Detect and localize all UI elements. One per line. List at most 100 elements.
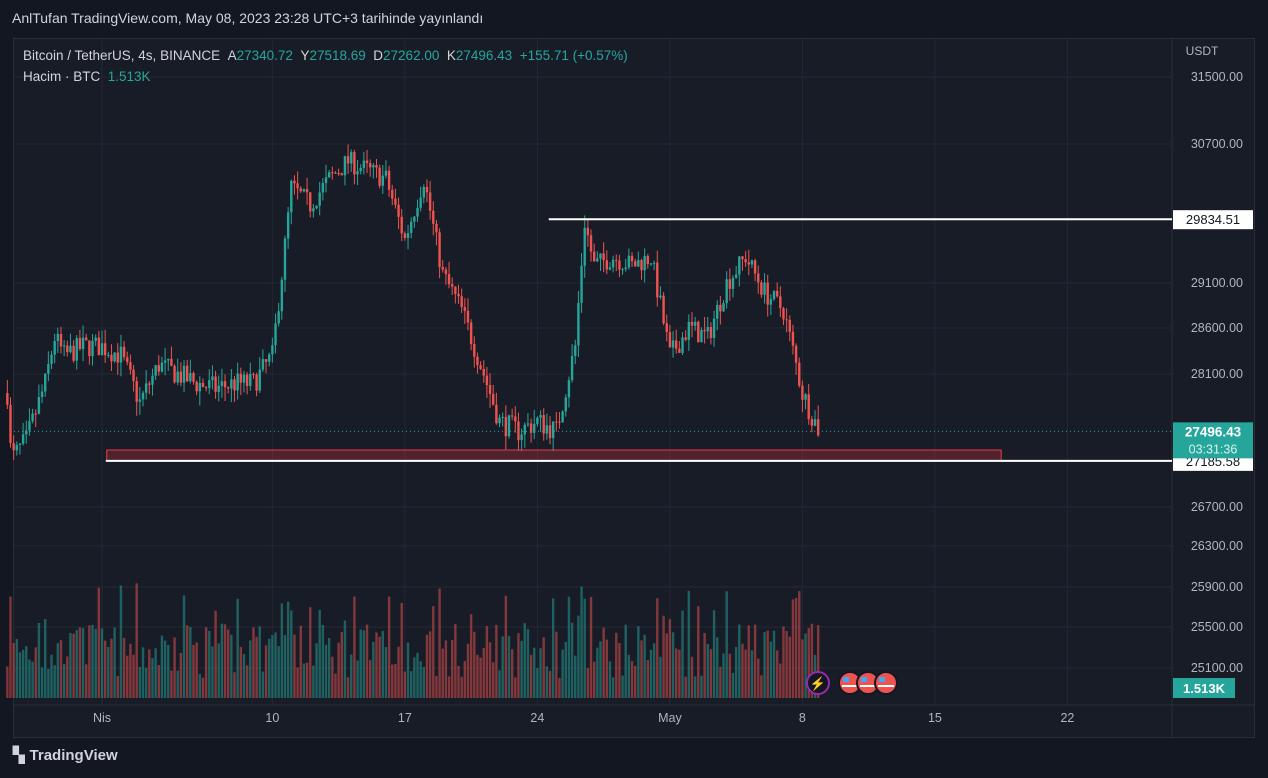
volume-bar (192, 644, 195, 698)
candle-body (334, 172, 337, 174)
level-price-tag (1173, 210, 1253, 230)
volume-bar (690, 656, 694, 698)
candle-body (637, 260, 640, 267)
tradingview-logo[interactable]: ▚ TradingView (13, 746, 118, 765)
volume-bar (148, 649, 151, 698)
volume-bar (703, 632, 706, 698)
candle-body (151, 375, 154, 385)
volume-bar (611, 677, 615, 698)
volume-bar (681, 610, 684, 698)
candle-body (529, 423, 533, 433)
volume-bar (37, 622, 41, 698)
y-tick-label: 29100.00 (1191, 276, 1243, 290)
volume-bar (719, 666, 722, 698)
candle-body (520, 434, 523, 441)
volume-bar (640, 640, 643, 698)
volume-bar (605, 639, 608, 698)
flag-canton (879, 677, 885, 682)
candle-body (271, 345, 274, 355)
candle-body (438, 232, 441, 268)
candle-body (460, 296, 463, 308)
candle-body (466, 310, 470, 323)
y-tick-label: 26700.00 (1191, 500, 1243, 514)
us-flag-event-icon (874, 671, 898, 695)
y-tick-label: 25500.00 (1191, 620, 1243, 634)
candle-body (34, 413, 37, 415)
candle-body (753, 260, 757, 274)
candle-body (498, 417, 501, 424)
volume-bar (21, 649, 25, 698)
candle-body (517, 421, 520, 441)
volume-bar (25, 646, 28, 698)
candle-body (463, 307, 467, 311)
volume-bar (129, 643, 132, 698)
candle-body (37, 397, 41, 414)
candle-body (88, 340, 91, 357)
candle-body (372, 165, 375, 168)
candle-body (656, 262, 659, 298)
candle-body (422, 186, 426, 198)
y-tick-label: 30700.00 (1191, 137, 1243, 151)
flag-stripe (842, 685, 858, 687)
symbol-name[interactable]: Bitcoin / TetherUS, 4s, BINANCE (23, 48, 221, 63)
volume-bar (378, 636, 381, 698)
chart-legend: Bitcoin / TetherUS, 4s, BINANCE A27340.7… (23, 45, 628, 87)
volume-bar (684, 676, 687, 698)
candle-body (558, 421, 561, 423)
volume-bar (201, 677, 205, 698)
volume-bar (365, 624, 369, 698)
volume-bar (356, 660, 359, 698)
candle-body (249, 374, 252, 386)
candle-body (81, 337, 85, 349)
volume-bar (283, 635, 287, 698)
volume-bar (545, 666, 549, 698)
volume-bar (804, 633, 807, 698)
volume-bar (135, 583, 138, 698)
candle-body (208, 380, 211, 388)
y-tick-label: 28100.00 (1191, 367, 1243, 381)
volume-bar (766, 630, 769, 698)
volume-bar (350, 654, 353, 698)
candle-body (712, 318, 716, 338)
volume-bar (249, 640, 252, 698)
volume-bar (665, 633, 668, 698)
volume-bar (110, 638, 113, 698)
volume-bar (533, 647, 536, 698)
candle-body (485, 375, 489, 386)
candle-body (135, 381, 138, 402)
candle-body (794, 345, 798, 363)
volume-bar (227, 629, 230, 698)
volume-bar (801, 639, 804, 698)
change-value: +155.71 (+0.57%) (519, 48, 628, 63)
candle-body (318, 192, 321, 206)
candle-body (201, 382, 205, 388)
volume-bar (747, 625, 750, 698)
x-tick-label: 22 (1060, 711, 1074, 725)
candle-body (804, 394, 807, 400)
candle-body (555, 421, 558, 423)
candle-body (586, 227, 590, 236)
volume-bar (753, 624, 757, 698)
candle-body (160, 362, 164, 372)
volume-bar (548, 670, 552, 698)
candle-body (469, 322, 473, 345)
candle-body (25, 430, 28, 435)
candle-body (615, 259, 618, 261)
volume-bar (264, 645, 268, 698)
candle-body (21, 434, 25, 444)
candle-body (324, 177, 328, 184)
candle-body (163, 360, 167, 363)
chart-frame[interactable] (13, 38, 1255, 738)
candle-body (627, 255, 631, 268)
candle-body (309, 192, 312, 212)
candle-body (476, 356, 479, 366)
candle-body (492, 393, 495, 405)
candle-body (31, 413, 34, 422)
candle-body (665, 323, 668, 333)
candle-body (589, 235, 593, 252)
candle-body (261, 359, 265, 370)
candle-body (170, 358, 173, 366)
candle-body (561, 411, 564, 423)
volume-bar (473, 631, 476, 698)
